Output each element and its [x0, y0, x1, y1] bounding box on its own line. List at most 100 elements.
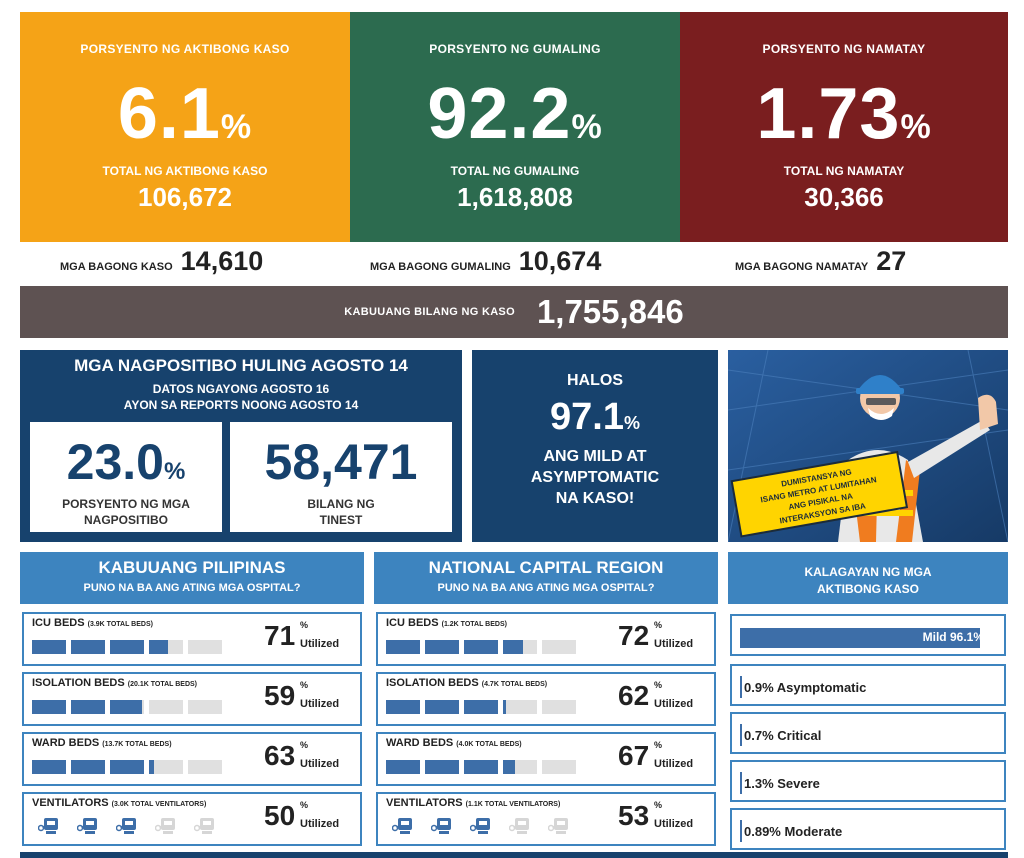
recovered-total-label: TOTAL NG GUMALING	[450, 164, 580, 178]
active-total-value: 106,672	[138, 182, 232, 212]
bar-segment	[542, 700, 576, 714]
row-unit: Utilized	[654, 758, 694, 770]
bar-segment	[188, 640, 222, 654]
bar-segment	[542, 640, 576, 654]
hospital-panel-philippines: KABUUANG PILIPINAS PUNO NA BA ANG ATING …	[20, 552, 364, 852]
bar-fill	[110, 640, 144, 654]
recovered-pct-value: 92.2%	[427, 74, 603, 154]
hospital-row: VENTILATORS (1.1K TOTAL VENTILATORS) 53 …	[376, 792, 716, 846]
bar-fill	[110, 760, 144, 774]
row-value: 59	[264, 680, 296, 711]
worker-illustration: DUMISTANSYA NG ISANG METRO AT LUMITAHAN …	[728, 350, 1008, 542]
bar-fill	[71, 700, 105, 714]
positivity-rate-box: 23.0% PORSYENTO NG MGA NAGPOSITIBO	[30, 422, 222, 532]
new-deaths-label: MGA BAGONG NAMATAY	[735, 261, 869, 273]
hospital-subtitle: PUNO NA BA ANG ATING MGA OSPITAL?	[437, 582, 655, 594]
deaths-pct-label: PORSYENTO NG NAMATAY	[762, 42, 926, 56]
status-row-mild: Mild 96.1%	[730, 614, 1006, 656]
row-unit: Utilized	[300, 638, 340, 650]
status-bar	[740, 628, 981, 648]
recovered-card: PORSYENTO NG GUMALING 92.2% TOTAL NG GUM…	[350, 12, 680, 242]
bottom-divider	[20, 852, 1008, 858]
bar-fill	[464, 700, 498, 714]
bar-fill	[503, 760, 515, 774]
row-unit: Utilized	[300, 818, 340, 830]
ventilator-icon	[193, 816, 216, 836]
row-value: 71	[264, 620, 296, 651]
ventilator-icons	[386, 818, 586, 834]
hospital-row: ISOLATION BEDS (20.1K TOTAL BEDS) 59 % U…	[22, 672, 362, 726]
bar-fill	[32, 640, 66, 654]
row-label: WARD BEDS (13.7K TOTAL BEDS)	[32, 737, 172, 749]
row-sign: %	[300, 740, 309, 750]
hospital-title: KABUUANG PILIPINAS	[98, 558, 286, 577]
hospital-row: ICU BEDS (3.9K TOTAL BEDS) 71 % Utilized	[22, 612, 362, 666]
hospital-row: ISOLATION BEDS (4.7K TOTAL BEDS) 62 % Ut…	[376, 672, 716, 726]
new-deaths-value: 27	[876, 246, 907, 276]
active-pct-label: PORSYENTO NG AKTIBONG KASO	[80, 42, 290, 56]
new-cases-label: MGA BAGONG KASO	[60, 261, 173, 273]
row-label: ISOLATION BEDS (20.1K TOTAL BEDS)	[32, 677, 197, 689]
row-sign: %	[300, 620, 309, 630]
tested-label: BILANG NG TINEST	[307, 497, 375, 527]
status-row-critical: 0.7% Critical	[730, 712, 1006, 754]
tested-box: 58,471 BILANG NG TINEST	[230, 422, 452, 532]
ventilator-icon	[508, 816, 531, 836]
new-recovered-label: MGA BAGONG GUMALING	[370, 261, 511, 273]
positivity-sub2: AYON SA REPORTS NOONG AGOSTO 14	[123, 398, 359, 412]
status-label: 0.89% Moderate	[744, 824, 843, 839]
tested-value: 58,471	[264, 434, 418, 490]
row-label: WARD BEDS (4.0K TOTAL BEDS)	[386, 737, 522, 749]
row-label: ICU BEDS (3.9K TOTAL BEDS)	[32, 617, 153, 629]
row-unit: Utilized	[300, 698, 340, 710]
bar-fill	[32, 760, 66, 774]
status-bar	[740, 772, 742, 794]
ventilator-icon	[154, 816, 177, 836]
status-row-asymptomatic: 0.9% Asymptomatic	[730, 664, 1006, 706]
utilization-bar	[32, 640, 232, 654]
status-row-moderate: 0.89% Moderate	[730, 808, 1006, 850]
active-case-status-panel: KALAGAYAN NG MGA AKTIBONG KASO Mild 96.1%…	[728, 552, 1008, 852]
row-label: VENTILATORS (3.0K TOTAL VENTILATORS)	[32, 797, 207, 809]
status-label: 1.3% Severe	[744, 776, 820, 791]
status-bar	[740, 676, 742, 698]
bar-fill	[464, 640, 498, 654]
row-sign: %	[300, 800, 309, 810]
utilization-bar	[32, 760, 232, 774]
halos-label: HALOS	[567, 372, 623, 389]
row-unit: Utilized	[654, 698, 694, 710]
status-title-1: KALAGAYAN NG MGA	[804, 565, 932, 579]
new-deaths: MGA BAGONG NAMATAY 27	[735, 246, 906, 282]
row-sign: %	[654, 680, 663, 690]
bar-fill	[386, 640, 420, 654]
bar-fill	[71, 640, 105, 654]
row-sign: %	[654, 620, 663, 630]
hospital-header-ncr: NATIONAL CAPITAL REGION PUNO NA BA ANG A…	[374, 552, 718, 604]
status-header: KALAGAYAN NG MGA AKTIBONG KASO	[728, 552, 1008, 604]
hospital-row: VENTILATORS (3.0K TOTAL VENTILATORS) 50 …	[22, 792, 362, 846]
row-label: ISOLATION BEDS (4.7K TOTAL BEDS)	[386, 677, 548, 689]
bar-fill	[425, 640, 459, 654]
recovered-pct-label: PORSYENTO NG GUMALING	[429, 42, 601, 56]
hospital-header-philippines: KABUUANG PILIPINAS PUNO NA BA ANG ATING …	[20, 552, 364, 604]
bar-fill	[149, 760, 155, 774]
bar-segment	[149, 700, 183, 714]
row-label: ICU BEDS (1.2K TOTAL BEDS)	[386, 617, 507, 629]
utilization-bar	[386, 700, 586, 714]
positivity-sub1: DATOS NGAYONG AGOSTO 16	[152, 382, 330, 396]
bar-fill	[425, 760, 459, 774]
ventilator-icon	[115, 816, 138, 836]
hospital-subtitle: PUNO NA BA ANG ATING MGA OSPITAL?	[83, 582, 301, 594]
status-title-2: AKTIBONG KASO	[817, 582, 919, 596]
total-cases-label: KABUUANG BILANG NG KASO	[344, 306, 515, 318]
active-total-label: TOTAL NG AKTIBONG KASO	[102, 164, 268, 178]
ventilator-icons	[32, 818, 232, 834]
utilization-bar	[386, 760, 586, 774]
deaths-pct-value: 1.73%	[756, 74, 932, 154]
ventilator-icon	[469, 816, 492, 836]
status-row-severe: 1.3% Severe	[730, 760, 1006, 802]
bar-fill	[110, 700, 143, 714]
bar-fill	[149, 640, 168, 654]
new-cases-value: 14,610	[180, 246, 264, 276]
bar-fill	[386, 760, 420, 774]
